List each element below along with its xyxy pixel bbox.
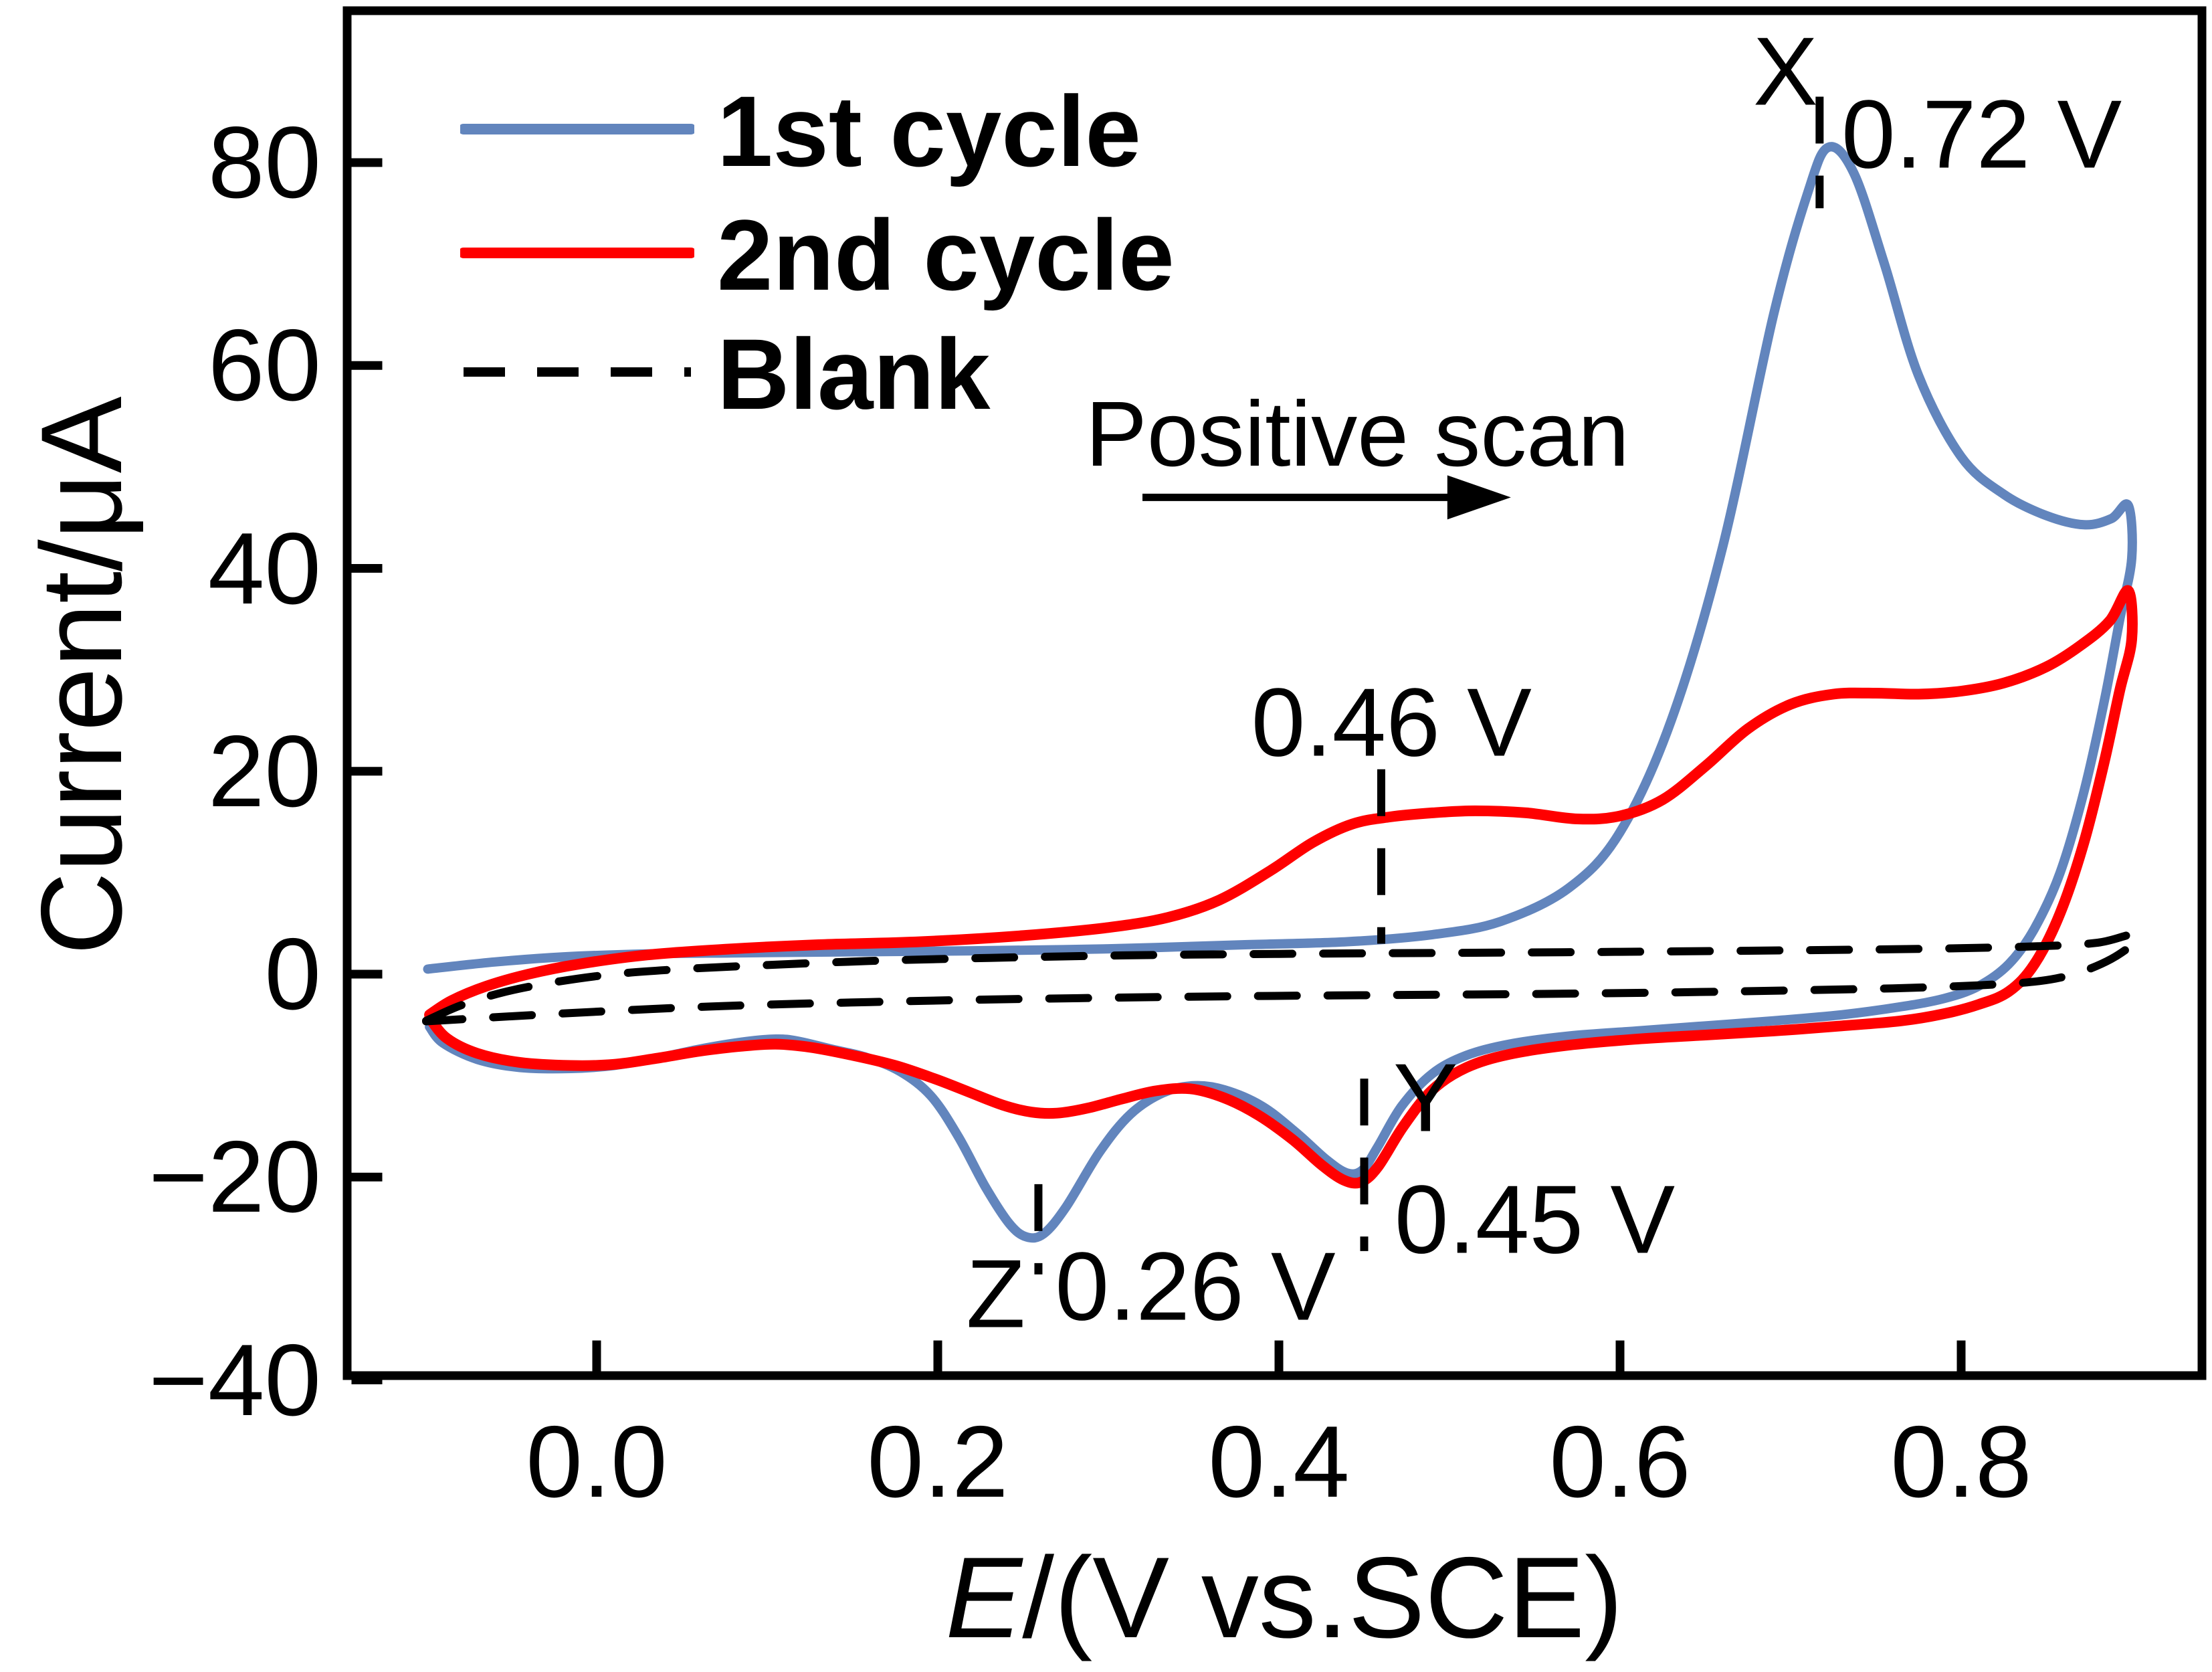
y-tick-label-−20: −20 xyxy=(148,1120,321,1234)
peak-x-value: 0.72 V xyxy=(1841,80,2122,189)
peak-y-label: Y xyxy=(1393,1043,1458,1152)
legend-line-2nd-cycle xyxy=(460,248,694,258)
positive-scan-label: Positive scan xyxy=(1085,383,1629,486)
x-axis-title-symbol: E xyxy=(945,1534,1023,1662)
y-tick-label-80: 80 xyxy=(207,106,321,219)
legend-line-blank xyxy=(464,367,691,377)
x-tick-label-0.4: 0.4 xyxy=(1208,1405,1350,1519)
positive-scan-arrow-head xyxy=(1447,475,1511,520)
y-tick-label-40: 40 xyxy=(207,511,321,626)
x-tick-label-0.6: 0.6 xyxy=(1549,1405,1691,1519)
curve-1st-cycle xyxy=(423,142,2137,1243)
legend-label-blank: Blank xyxy=(717,318,991,430)
peak-y-value: 0.45 V xyxy=(1394,1165,1676,1274)
peak-x-label: X xyxy=(1752,17,1818,126)
y-tick-label-−40: −40 xyxy=(148,1323,321,1437)
y-tick-label-0: 0 xyxy=(264,917,321,1031)
x-axis-title-unit: /(V vs.SCE) xyxy=(1022,1534,1623,1662)
peak-z-label: Z xyxy=(966,1239,1025,1348)
x-tick-label-0.2: 0.2 xyxy=(867,1405,1009,1519)
plateau-46-value: 0.46 V xyxy=(1251,668,1532,777)
legend-line-1st-cycle xyxy=(460,124,694,134)
legend-label-2nd-cycle: 2nd cycle xyxy=(717,199,1175,311)
y-tick-label-20: 20 xyxy=(207,714,321,828)
y-axis-title: Current/μA xyxy=(17,396,146,955)
curve-blank xyxy=(422,930,2142,1026)
y-tick-label-60: 60 xyxy=(207,308,321,423)
x-tick-label-0.0: 0.0 xyxy=(526,1405,668,1519)
peak-z-value: 0.26 V xyxy=(1055,1232,1336,1341)
curve-2nd-cycle xyxy=(424,585,2138,1189)
x-tick-label-0.8: 0.8 xyxy=(1890,1405,2032,1519)
axes-frame xyxy=(342,6,2207,1380)
x-axis-title: E/(V vs.SCE) xyxy=(945,1540,1623,1655)
legend-label-1st-cycle: 1st cycle xyxy=(717,75,1141,187)
